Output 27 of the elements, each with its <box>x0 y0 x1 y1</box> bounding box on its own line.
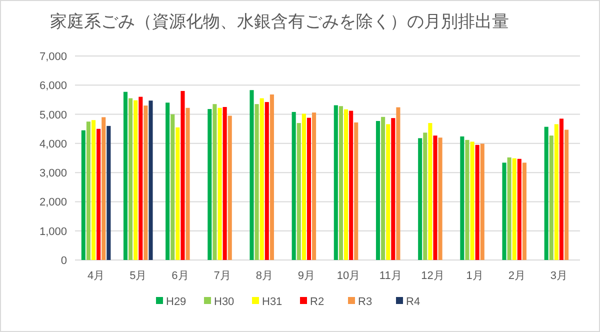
x-tick-label: 12月 <box>421 270 444 282</box>
legend-label: R2 <box>310 296 324 308</box>
legend-label: H30 <box>214 296 234 308</box>
title: 家庭系ごみ（資源化物、水銀含有ごみを除く）の月別排出量 <box>50 12 509 31</box>
x-tick-label: 4月 <box>87 270 105 282</box>
x-tick-label: 9月 <box>298 270 316 282</box>
y-tick-label: 5,000 <box>39 109 67 122</box>
x-tick-label: 3月 <box>550 270 568 282</box>
y-tick-label: 3,000 <box>39 168 67 180</box>
legend-label: R4 <box>406 296 420 308</box>
x-tick-label: 11月 <box>379 270 402 282</box>
legend-label: H31 <box>262 296 282 308</box>
y-tick-label: 7,000 <box>39 51 67 63</box>
x-tick-label: 1月 <box>466 270 484 282</box>
y-tick-label: 4,000 <box>39 138 67 150</box>
x-tick-label: 10月 <box>336 270 360 282</box>
y-tick-label: 0 <box>60 255 67 267</box>
y-tick-label: 1,000 <box>39 226 67 238</box>
legend-label: R3 <box>358 296 372 308</box>
x-tick-label: 5月 <box>130 270 147 282</box>
legend-label: H29 <box>166 296 186 308</box>
y-tick-label: 2,000 <box>39 196 67 209</box>
x-tick-label: 7月 <box>214 270 231 282</box>
x-tick-label: 6月 <box>172 270 189 282</box>
x-tick-label: 2月 <box>508 270 526 282</box>
y-tick-label: 6,000 <box>39 80 67 92</box>
x-tick-label: 8月 <box>256 270 273 282</box>
